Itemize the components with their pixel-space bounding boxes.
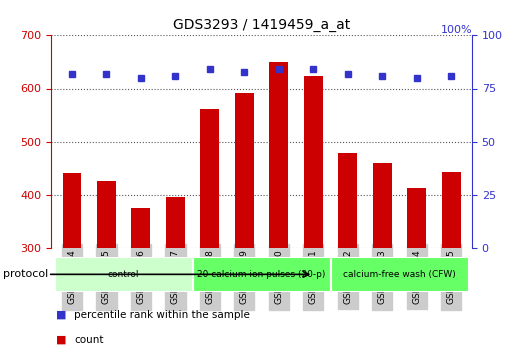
Bar [235, 93, 254, 354]
Title: GDS3293 / 1419459_a_at: GDS3293 / 1419459_a_at [173, 18, 350, 32]
Text: ■: ■ [56, 335, 67, 345]
Bar [97, 181, 116, 354]
Bar [131, 208, 150, 354]
Text: count: count [74, 335, 104, 345]
Bar [373, 163, 392, 354]
Text: percentile rank within the sample: percentile rank within the sample [74, 310, 250, 320]
Text: ■: ■ [56, 310, 67, 320]
Text: 20 calcium ion pulses (20-p): 20 calcium ion pulses (20-p) [198, 270, 326, 279]
Bar [339, 153, 358, 354]
Bar [269, 62, 288, 354]
Bar [330, 257, 468, 292]
Bar [166, 198, 185, 354]
Text: control: control [108, 270, 140, 279]
Bar [193, 257, 330, 292]
Bar [442, 172, 461, 354]
Text: calcium-free wash (CFW): calcium-free wash (CFW) [343, 270, 456, 279]
Bar [304, 76, 323, 354]
Bar [63, 173, 82, 354]
Text: 100%: 100% [440, 25, 472, 35]
Bar [55, 257, 193, 292]
Bar [407, 188, 426, 354]
Text: protocol: protocol [3, 269, 48, 279]
Bar [201, 109, 220, 354]
